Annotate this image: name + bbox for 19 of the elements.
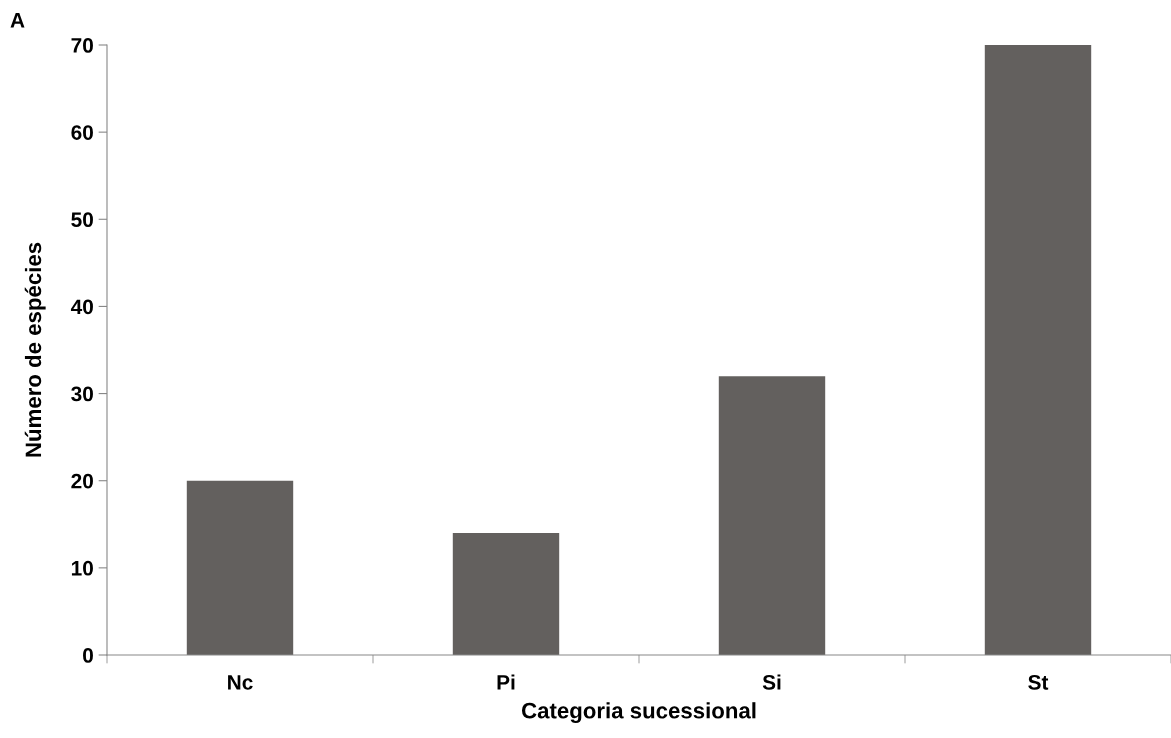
text: A — [10, 13, 25, 28]
x-tick-label: Pi — [497, 674, 515, 690]
x-tick-label: Si — [762, 674, 781, 690]
y-tick-label: 30 — [71, 386, 93, 402]
y-tick-label: 60 — [71, 125, 93, 140]
y-tick-label: 70 — [71, 38, 93, 53]
x-tick-label: St — [1028, 674, 1049, 690]
bar — [718, 376, 826, 655]
y-tick-label: 10 — [71, 560, 93, 576]
bar — [186, 480, 294, 655]
y-tick-label: 0 — [83, 648, 93, 663]
bar — [984, 45, 1092, 655]
bar — [452, 533, 560, 655]
y-tick-label: 50 — [71, 212, 93, 228]
y-tick-label: 40 — [70, 299, 93, 315]
y-axis-title: Número de espécies — [24, 242, 46, 457]
x-tick-label: Nc — [228, 675, 253, 690]
x-axis-title: Categoria sucessional — [521, 702, 756, 724]
y-tick-label: 20 — [71, 473, 93, 489]
